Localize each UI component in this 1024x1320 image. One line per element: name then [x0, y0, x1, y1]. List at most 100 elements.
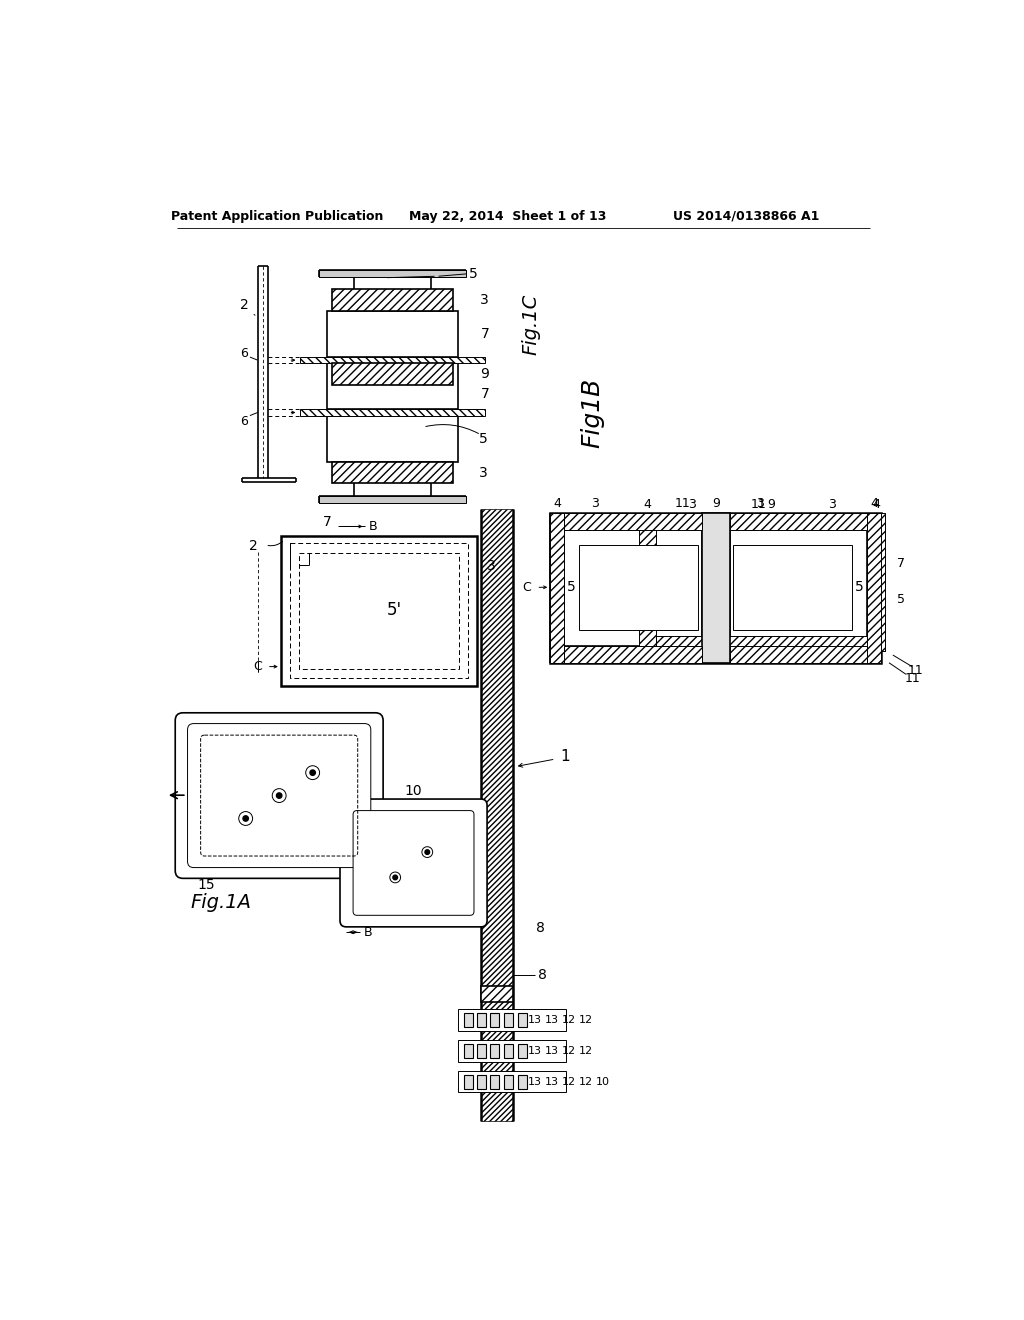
Bar — [327, 416, 458, 462]
Bar — [504, 1014, 513, 1027]
Bar — [490, 1074, 500, 1089]
Text: 13: 13 — [527, 1077, 542, 1086]
Bar — [550, 512, 564, 663]
Text: B: B — [369, 520, 378, 533]
Text: 13: 13 — [545, 1045, 559, 1056]
Text: 3: 3 — [591, 496, 599, 510]
Bar — [795, 528, 868, 636]
Bar — [730, 645, 867, 663]
Bar — [464, 1044, 473, 1057]
Bar — [518, 1074, 527, 1089]
Text: 9: 9 — [712, 496, 720, 510]
Bar — [300, 358, 484, 363]
Bar — [300, 409, 484, 416]
Bar — [458, 1040, 565, 1061]
Text: 5: 5 — [469, 267, 477, 281]
Text: C: C — [611, 576, 621, 589]
Text: 13: 13 — [545, 1077, 559, 1086]
Text: 2: 2 — [241, 298, 249, 312]
Bar — [730, 529, 867, 645]
Bar — [580, 545, 698, 631]
Bar — [458, 1010, 565, 1031]
Text: 12: 12 — [579, 1045, 593, 1056]
Text: 12: 12 — [561, 1077, 575, 1086]
Text: 7: 7 — [794, 581, 803, 594]
Text: B: B — [364, 925, 372, 939]
FancyBboxPatch shape — [353, 810, 474, 915]
Bar — [550, 512, 882, 663]
Text: 5': 5' — [386, 602, 401, 619]
Bar — [564, 512, 701, 529]
Bar — [518, 1014, 527, 1027]
Text: May 22, 2014  Sheet 1 of 13: May 22, 2014 Sheet 1 of 13 — [410, 210, 606, 223]
Text: 5: 5 — [897, 593, 904, 606]
FancyBboxPatch shape — [340, 799, 487, 927]
Bar — [518, 1044, 527, 1057]
Text: C: C — [253, 660, 262, 673]
Bar — [504, 1074, 513, 1089]
Text: 3: 3 — [486, 560, 496, 573]
Circle shape — [425, 850, 430, 854]
Bar — [490, 1014, 500, 1027]
Text: 3: 3 — [828, 499, 836, 511]
Text: 7: 7 — [480, 387, 489, 401]
Text: 13: 13 — [545, 1015, 559, 1026]
Text: Fig1B: Fig1B — [581, 378, 604, 447]
Text: 4: 4 — [553, 496, 561, 510]
Text: 6: 6 — [240, 416, 248, 428]
Bar — [867, 512, 882, 663]
Text: 12: 12 — [579, 1015, 593, 1026]
Bar — [299, 553, 459, 669]
Bar — [504, 1044, 513, 1057]
Text: 5: 5 — [567, 581, 577, 594]
Bar — [464, 1074, 473, 1089]
Bar — [655, 528, 729, 636]
Text: 8: 8 — [536, 921, 545, 936]
Text: 11: 11 — [908, 664, 924, 677]
Text: 12: 12 — [561, 1045, 575, 1056]
Bar — [290, 544, 468, 678]
Bar — [655, 636, 868, 651]
Text: 11: 11 — [675, 496, 690, 510]
Bar — [477, 1014, 486, 1027]
FancyBboxPatch shape — [187, 723, 371, 867]
Text: 7: 7 — [323, 515, 332, 529]
Bar — [332, 363, 454, 385]
Circle shape — [276, 793, 282, 799]
Bar — [327, 312, 458, 358]
Bar — [639, 512, 655, 651]
Text: Fig.1C: Fig.1C — [521, 293, 541, 355]
Bar — [733, 545, 852, 631]
Text: 9: 9 — [767, 499, 775, 511]
FancyBboxPatch shape — [175, 713, 383, 878]
Text: 6: 6 — [240, 347, 248, 360]
Circle shape — [310, 770, 315, 775]
Bar — [464, 1014, 473, 1027]
Bar — [564, 529, 701, 645]
Bar — [655, 512, 868, 528]
Bar — [332, 462, 454, 483]
Bar — [281, 536, 477, 686]
Bar — [477, 1044, 486, 1057]
Bar — [868, 512, 885, 651]
Text: 5: 5 — [855, 581, 864, 594]
Text: 1: 1 — [561, 750, 570, 764]
Text: 7: 7 — [480, 327, 489, 341]
Text: 3: 3 — [757, 496, 764, 510]
Text: 11: 11 — [904, 672, 920, 685]
Bar — [327, 363, 458, 409]
Bar — [481, 986, 513, 1002]
Bar — [490, 1044, 500, 1057]
Text: 12: 12 — [561, 1015, 575, 1026]
Text: 7: 7 — [897, 557, 904, 570]
Text: Patent Application Publication: Patent Application Publication — [171, 210, 383, 223]
Text: 11: 11 — [751, 499, 766, 511]
Text: 10: 10 — [404, 784, 422, 799]
Circle shape — [243, 816, 249, 821]
Text: 2: 2 — [250, 540, 258, 553]
Bar — [701, 512, 730, 663]
Text: 3: 3 — [480, 293, 489, 308]
Text: 13: 13 — [527, 1015, 542, 1026]
Bar — [332, 289, 454, 312]
Text: US 2014/0138866 A1: US 2014/0138866 A1 — [674, 210, 820, 223]
